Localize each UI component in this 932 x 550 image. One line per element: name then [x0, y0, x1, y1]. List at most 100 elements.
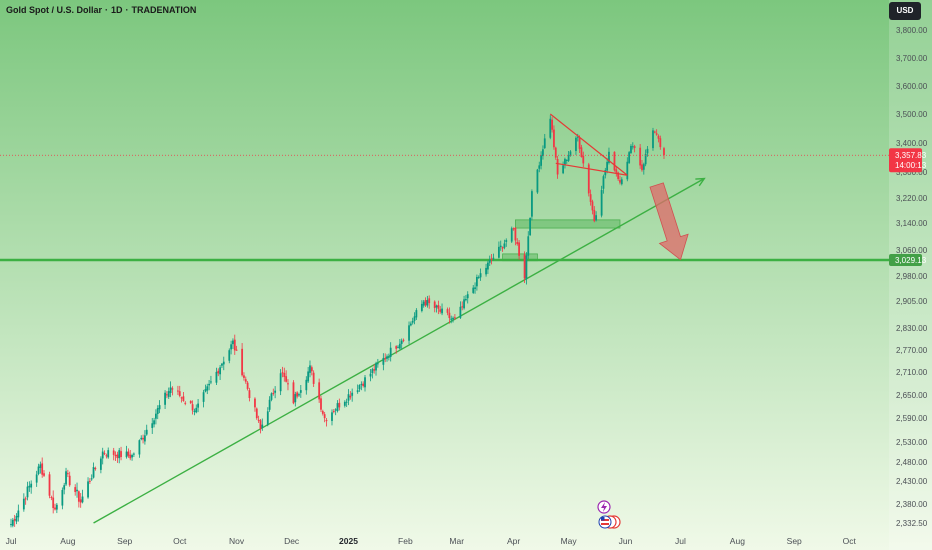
candle-body — [646, 148, 649, 154]
candle-body — [562, 165, 565, 174]
candle-body — [384, 358, 387, 360]
candle-body — [52, 497, 55, 509]
candle-body — [191, 404, 194, 411]
x-tick-label: Sep — [117, 536, 132, 546]
candle-body — [202, 392, 205, 402]
candle-body — [639, 147, 642, 166]
y-tick-label: 3,500.00 — [896, 110, 928, 119]
candle-body — [129, 454, 132, 459]
candle-body — [527, 236, 530, 256]
candle-body — [565, 160, 568, 162]
candle-body — [182, 396, 185, 402]
forecast-arrow — [649, 182, 689, 261]
candle-body — [485, 267, 487, 275]
candle-body — [30, 483, 33, 488]
candle-body — [439, 309, 442, 312]
candle-body — [600, 190, 603, 216]
us-flag-icon — [598, 515, 612, 529]
candle-body — [197, 403, 199, 408]
candle-body — [663, 148, 665, 156]
candle-body — [222, 361, 225, 365]
candle-body — [76, 489, 78, 492]
candle-body — [602, 176, 605, 189]
candle-body — [248, 390, 251, 399]
candle-body — [127, 451, 130, 456]
candle-body — [492, 257, 495, 259]
candle-body — [164, 392, 166, 405]
candle-body — [114, 455, 117, 457]
candle-body — [232, 340, 234, 345]
candle-body — [641, 164, 643, 171]
candle-body — [283, 372, 286, 378]
candle-body — [287, 383, 289, 385]
candle-body — [617, 172, 620, 180]
candle-body — [477, 277, 480, 279]
candle-body — [244, 379, 247, 382]
candle-body — [24, 498, 27, 500]
candle-body — [54, 507, 56, 510]
candle-body — [358, 385, 361, 390]
candle-body — [402, 339, 405, 341]
x-tick-label: Apr — [507, 536, 520, 546]
candle-body — [215, 371, 218, 383]
trendline-arrowhead — [695, 177, 706, 187]
candle-body — [498, 246, 500, 258]
candle-body — [279, 373, 282, 392]
candle-body — [167, 391, 170, 397]
candle-body — [595, 215, 598, 221]
candle-body — [193, 410, 196, 412]
candle-body — [285, 376, 288, 382]
candle-body — [420, 303, 423, 311]
candle-body — [332, 410, 335, 412]
candle-body — [50, 496, 53, 498]
candle-body — [446, 309, 449, 313]
candle-body — [422, 301, 425, 306]
candle-body — [221, 363, 223, 366]
candle-body — [591, 201, 594, 211]
candle-body — [210, 381, 212, 383]
candle-body — [233, 339, 236, 351]
candle-body — [351, 392, 354, 396]
y-tick-label: 2,830.00 — [896, 324, 928, 333]
candle-body — [472, 287, 475, 293]
y-tick-label: 3,800.00 — [896, 26, 928, 35]
event-icons — [597, 500, 621, 529]
timeframe-label[interactable]: 1D — [111, 5, 123, 15]
candle-body — [169, 387, 172, 393]
candle-body — [362, 383, 365, 386]
candle-body — [657, 135, 660, 139]
candle-body — [158, 405, 161, 410]
candle-body — [655, 133, 658, 135]
candle-body — [564, 158, 566, 166]
countdown-timer: 14:00:13 — [895, 161, 927, 170]
candle-body — [142, 437, 144, 440]
flag-stripe — [601, 523, 609, 525]
candle-body — [369, 373, 372, 377]
x-tick-label: Jul — [675, 536, 686, 546]
y-tick-label: 3,220.00 — [896, 194, 928, 203]
candle-body — [257, 419, 260, 421]
candle-body — [549, 118, 552, 138]
candle-body — [620, 179, 623, 185]
candle-body — [488, 259, 491, 263]
candle-body — [608, 151, 610, 163]
candle-body — [505, 240, 508, 242]
candle-body — [567, 155, 570, 161]
candle-body — [334, 409, 337, 411]
candle-body — [281, 372, 284, 374]
candle-body — [516, 241, 519, 245]
candle-body — [356, 390, 359, 393]
candle-body — [325, 420, 328, 422]
y-tick-label: 3,140.00 — [896, 219, 928, 228]
candle-body — [582, 155, 585, 164]
y-tick-label: 2,710.00 — [896, 368, 928, 377]
candle-body — [386, 356, 388, 359]
candle-body — [171, 388, 174, 390]
candle-body — [411, 320, 414, 323]
candle-body — [112, 450, 115, 455]
candle-body — [400, 340, 403, 344]
currency-button[interactable]: USD — [889, 2, 921, 20]
candle-body — [389, 347, 392, 357]
